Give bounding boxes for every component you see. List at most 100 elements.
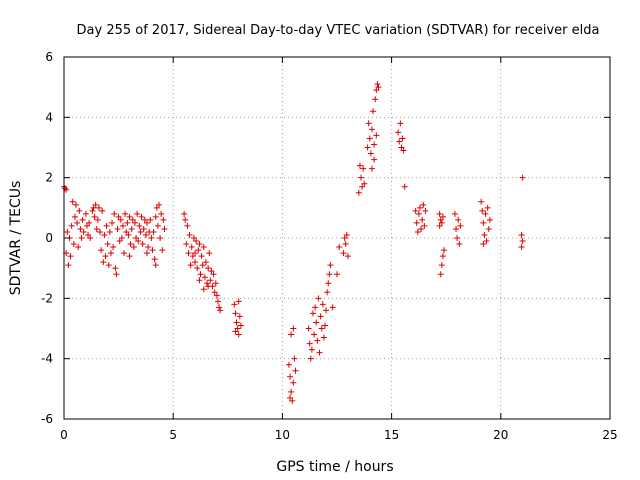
data-point <box>156 201 163 208</box>
data-point <box>336 244 343 251</box>
grid <box>64 57 610 419</box>
data-point <box>372 96 379 103</box>
data-point <box>141 216 148 223</box>
data-point <box>133 235 140 241</box>
data-point <box>77 225 84 232</box>
data-point <box>147 216 154 223</box>
data-point <box>126 253 133 260</box>
data-point <box>288 388 295 395</box>
data-point <box>106 228 113 235</box>
data-point <box>519 238 526 245</box>
data-point <box>344 253 351 260</box>
data-point <box>121 250 128 257</box>
data-point <box>289 397 296 404</box>
data-point <box>320 334 327 341</box>
data-point <box>451 210 458 217</box>
data-point <box>200 244 207 251</box>
data-point <box>100 259 107 266</box>
data-point <box>340 250 347 257</box>
data-point <box>207 277 214 284</box>
x-tick-label: 20 <box>493 428 508 442</box>
data-point <box>160 216 167 223</box>
data-point <box>370 108 377 115</box>
data-point <box>83 222 90 229</box>
data-point <box>439 253 446 260</box>
data-point <box>235 331 242 338</box>
x-tick-label: 25 <box>602 428 617 442</box>
data-point <box>439 213 446 220</box>
data-point <box>119 222 126 229</box>
data-point <box>102 253 109 260</box>
data-point <box>90 204 97 211</box>
data-point <box>143 250 150 257</box>
data-point <box>187 262 194 269</box>
data-point <box>185 250 192 257</box>
data-point <box>356 162 363 169</box>
data-point <box>192 259 199 266</box>
x-axis-label: GPS time / hours <box>276 459 393 475</box>
data-point <box>65 262 72 269</box>
data-point <box>92 201 99 208</box>
y-tick-label: 0 <box>45 231 53 245</box>
data-point <box>214 298 221 305</box>
data-point <box>365 120 372 127</box>
x-tick-label: 0 <box>60 428 68 442</box>
data-point <box>313 319 320 326</box>
data-point <box>397 120 404 127</box>
data-point <box>437 216 444 223</box>
data-point <box>183 241 190 248</box>
data-point <box>375 84 382 91</box>
data-point <box>85 231 92 238</box>
data-point <box>519 174 526 181</box>
data-point <box>308 346 315 353</box>
data-point <box>152 262 159 269</box>
data-point <box>480 241 487 248</box>
data-point <box>94 216 101 223</box>
data-point <box>201 274 208 281</box>
data-point <box>482 210 489 217</box>
data-point <box>329 304 336 311</box>
data-point <box>441 247 448 254</box>
data-point <box>197 271 204 278</box>
data-point <box>213 292 220 299</box>
data-point <box>202 259 209 266</box>
data-point <box>109 219 116 226</box>
data-point <box>154 222 161 229</box>
data-point <box>73 201 80 208</box>
data-point <box>306 340 313 347</box>
data-point <box>149 247 156 254</box>
data-point <box>182 216 189 223</box>
data-point <box>151 256 158 263</box>
data-point <box>95 204 102 211</box>
data-point <box>62 185 69 192</box>
data-point <box>235 298 242 305</box>
data-point <box>204 280 211 287</box>
data-point <box>518 231 525 238</box>
data-point <box>69 198 76 205</box>
data-point <box>318 325 325 332</box>
data-point <box>285 361 292 368</box>
data-point <box>110 244 117 251</box>
data-point <box>113 271 120 278</box>
data-point <box>355 189 362 196</box>
data-point <box>153 204 160 211</box>
data-point <box>193 238 200 245</box>
y-tick-label: 4 <box>45 110 53 124</box>
data-point <box>139 241 146 248</box>
data-point <box>195 247 202 254</box>
data-point <box>143 219 150 226</box>
data-point <box>99 207 106 214</box>
data-point <box>374 81 381 88</box>
data-point <box>307 355 314 362</box>
data-point <box>485 225 492 232</box>
data-point <box>436 222 443 229</box>
data-point <box>315 295 322 302</box>
data-point <box>208 268 215 275</box>
data-point <box>198 253 205 260</box>
data-point <box>140 225 147 232</box>
data-point <box>454 235 461 241</box>
data-point <box>484 204 491 211</box>
data-point <box>205 265 212 272</box>
data-point <box>189 253 196 260</box>
